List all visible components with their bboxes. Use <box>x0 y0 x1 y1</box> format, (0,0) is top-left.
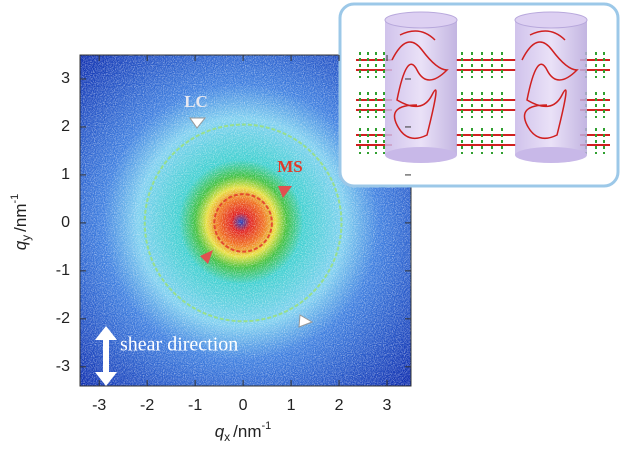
inset <box>340 4 618 186</box>
x-tick-label: -1 <box>188 397 202 414</box>
exponent: -1 <box>262 420 272 432</box>
unit: /nm <box>11 203 30 231</box>
unit: /nm <box>233 422 261 441</box>
y-tick-label: 1 <box>61 166 70 183</box>
x-tick-label: 2 <box>335 397 344 414</box>
subscript: y <box>19 235 33 241</box>
ring-label: MS <box>277 157 303 176</box>
cylinder <box>515 12 587 163</box>
exponent: -1 <box>9 194 21 204</box>
y-tick-label: 0 <box>61 214 70 231</box>
y-tick-label: 3 <box>61 70 70 87</box>
ring-label: LC <box>184 92 208 111</box>
x-tick-label: -2 <box>140 397 154 414</box>
y-tick-label: -3 <box>56 358 70 375</box>
cylinder <box>385 12 457 163</box>
x-axis-label: qx/nm-1 <box>215 420 272 444</box>
x-tick-label: -3 <box>92 397 106 414</box>
y-axis-label: qy/nm-1 <box>9 194 33 251</box>
subscript: x <box>224 430 230 444</box>
y-tick-label: 2 <box>61 118 70 135</box>
figure: shear direction qx/nm-1 qy/nm-1 -3 -2 -1 0 1… <box>0 0 622 450</box>
y-tick-label: -1 <box>56 262 70 279</box>
x-tick-label: 3 <box>383 397 392 414</box>
annotation: shear direction <box>120 334 238 356</box>
y-tick-label: -2 <box>56 310 70 327</box>
x-tick-label: 1 <box>287 397 296 414</box>
x-tick-label: 0 <box>239 397 248 414</box>
